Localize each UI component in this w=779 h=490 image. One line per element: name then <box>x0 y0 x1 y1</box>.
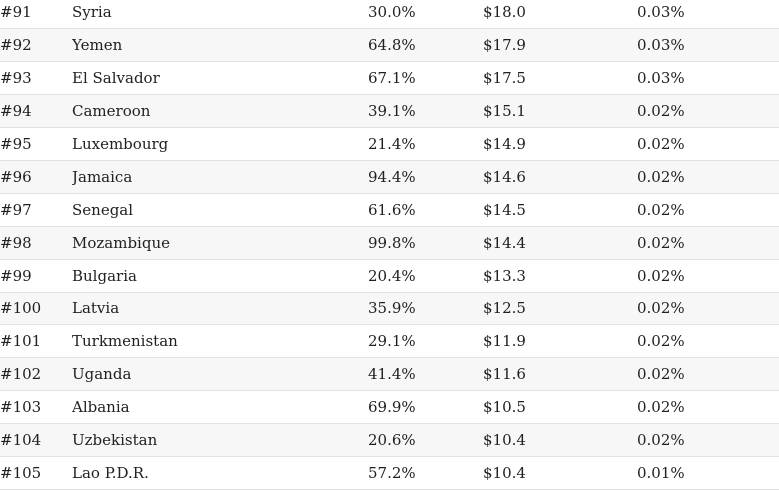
amount-cell: $17.5 <box>483 61 637 96</box>
rank-cell: #102 <box>0 357 72 392</box>
share-cell: 0.01% <box>637 456 779 490</box>
table-row: #100 Latvia 35.9% $12.5 0.02% <box>0 292 779 326</box>
percent-cell: 35.9% <box>368 292 483 326</box>
share-cell: 0.02% <box>637 94 779 129</box>
country-cell: Jamaica <box>72 160 368 194</box>
share-cell: 0.03% <box>637 61 779 96</box>
country-cell: Cameroon <box>72 94 368 129</box>
amount-cell: $12.5 <box>483 292 637 326</box>
rank-cell: #101 <box>0 324 72 359</box>
amount-cell: $11.6 <box>483 357 637 392</box>
table-row: #103 Albania 69.9% $10.5 0.02% <box>0 390 779 425</box>
rank-cell: #91 <box>0 0 72 30</box>
amount-cell: $18.0 <box>483 0 637 30</box>
rank-cell: #98 <box>0 226 72 260</box>
share-cell: 0.02% <box>637 423 779 457</box>
percent-cell: 64.8% <box>368 28 483 63</box>
percent-cell: 39.1% <box>368 94 483 129</box>
percent-cell: 30.0% <box>368 0 483 30</box>
amount-cell: $14.9 <box>483 127 637 161</box>
percent-cell: 20.6% <box>368 423 483 457</box>
amount-cell: $15.1 <box>483 94 637 129</box>
table-row: #94 Cameroon 39.1% $15.1 0.02% <box>0 94 779 129</box>
amount-cell: $10.5 <box>483 390 637 425</box>
country-cell: Mozambique <box>72 226 368 260</box>
table-row: #93 El Salvador 67.1% $17.5 0.03% <box>0 61 779 96</box>
table-row: #99 Bulgaria 20.4% $13.3 0.02% <box>0 259 779 293</box>
amount-cell: $10.4 <box>483 456 637 490</box>
percent-cell: 99.8% <box>368 226 483 260</box>
country-cell: Uzbekistan <box>72 423 368 457</box>
table-row: #97 Senegal 61.6% $14.5 0.02% <box>0 193 779 227</box>
share-cell: 0.02% <box>637 324 779 359</box>
percent-cell: 57.2% <box>368 456 483 490</box>
table-row: #91 Syria 30.0% $18.0 0.03% <box>0 0 779 30</box>
table-row: #101 Turkmenistan 29.1% $11.9 0.02% <box>0 324 779 359</box>
country-cell: El Salvador <box>72 61 368 96</box>
table-row: #98 Mozambique 99.8% $14.4 0.02% <box>0 226 779 260</box>
share-cell: 0.02% <box>637 390 779 425</box>
percent-cell: 69.9% <box>368 390 483 425</box>
table-row: #102 Uganda 41.4% $11.6 0.02% <box>0 357 779 392</box>
rank-cell: #93 <box>0 61 72 96</box>
rank-cell: #99 <box>0 259 72 293</box>
amount-cell: $10.4 <box>483 423 637 457</box>
amount-cell: $17.9 <box>483 28 637 63</box>
country-cell: Lao P.D.R. <box>72 456 368 490</box>
country-cell: Luxembourg <box>72 127 368 161</box>
share-cell: 0.02% <box>637 259 779 293</box>
country-cell: Latvia <box>72 292 368 326</box>
percent-cell: 20.4% <box>368 259 483 293</box>
table-row: #105 Lao P.D.R. 57.2% $10.4 0.01% <box>0 456 779 490</box>
country-cell: Senegal <box>72 193 368 227</box>
country-cell: Yemen <box>72 28 368 63</box>
share-cell: 0.02% <box>637 127 779 161</box>
rank-cell: #95 <box>0 127 72 161</box>
share-cell: 0.02% <box>637 357 779 392</box>
rank-cell: #103 <box>0 390 72 425</box>
share-cell: 0.03% <box>637 0 779 30</box>
table-row: #104 Uzbekistan 20.6% $10.4 0.02% <box>0 423 779 457</box>
table-row: #96 Jamaica 94.4% $14.6 0.02% <box>0 160 779 194</box>
percent-cell: 67.1% <box>368 61 483 96</box>
rank-cell: #104 <box>0 423 72 457</box>
percent-cell: 21.4% <box>368 127 483 161</box>
share-cell: 0.02% <box>637 160 779 194</box>
rank-cell: #105 <box>0 456 72 490</box>
country-cell: Albania <box>72 390 368 425</box>
percent-cell: 94.4% <box>368 160 483 194</box>
rank-cell: #94 <box>0 94 72 129</box>
table-row: #95 Luxembourg 21.4% $14.9 0.02% <box>0 127 779 161</box>
amount-cell: $14.5 <box>483 193 637 227</box>
table-row: #92 Yemen 64.8% $17.9 0.03% <box>0 28 779 63</box>
percent-cell: 41.4% <box>368 357 483 392</box>
country-cell: Turkmenistan <box>72 324 368 359</box>
share-cell: 0.02% <box>637 193 779 227</box>
country-cell: Uganda <box>72 357 368 392</box>
country-cell: Syria <box>72 0 368 30</box>
percent-cell: 61.6% <box>368 193 483 227</box>
share-cell: 0.02% <box>637 292 779 326</box>
percent-cell: 29.1% <box>368 324 483 359</box>
country-cell: Bulgaria <box>72 259 368 293</box>
rank-cell: #100 <box>0 292 72 326</box>
rank-cell: #92 <box>0 28 72 63</box>
share-cell: 0.02% <box>637 226 779 260</box>
share-cell: 0.03% <box>637 28 779 63</box>
amount-cell: $11.9 <box>483 324 637 359</box>
amount-cell: $14.4 <box>483 226 637 260</box>
rank-cell: #96 <box>0 160 72 194</box>
amount-cell: $14.6 <box>483 160 637 194</box>
amount-cell: $13.3 <box>483 259 637 293</box>
rank-cell: #97 <box>0 193 72 227</box>
